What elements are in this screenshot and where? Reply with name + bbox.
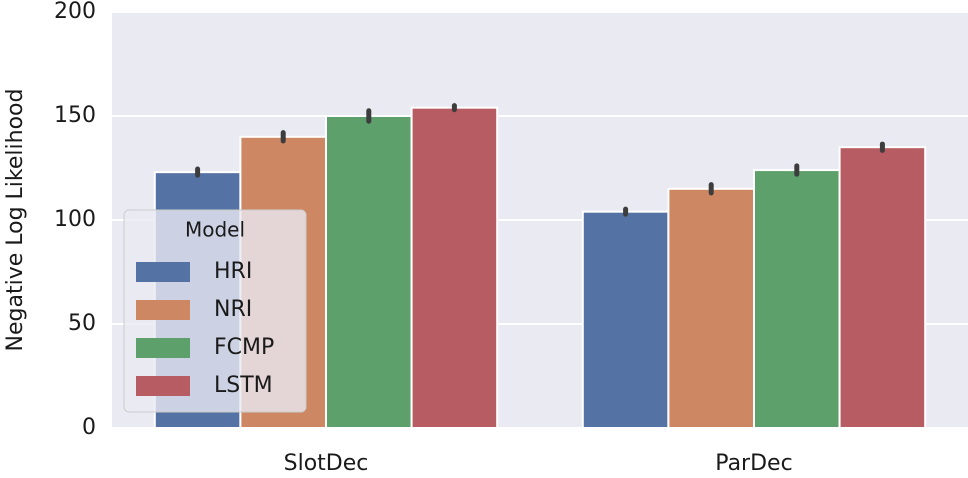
- legend-label: FCMP: [214, 335, 274, 360]
- bar: [838, 146, 927, 429]
- y-tick-label: 50: [68, 311, 96, 336]
- bar: [753, 169, 841, 430]
- legend-label: NRI: [214, 297, 252, 322]
- legend-swatch: [136, 376, 190, 396]
- legend-label: LSTM: [214, 373, 273, 398]
- bar: [581, 210, 670, 429]
- x-tick-label: SlotDec: [284, 451, 369, 476]
- y-tick-label: 150: [54, 103, 96, 128]
- y-tick-label: 100: [54, 207, 96, 232]
- y-tick-label: 200: [54, 0, 96, 24]
- legend-title: Model: [185, 218, 245, 242]
- x-tick-label: ParDec: [715, 451, 792, 476]
- y-tick-label: 0: [82, 415, 96, 440]
- legend-box: [123, 209, 307, 413]
- bar: [410, 106, 499, 430]
- legend-swatch: [136, 338, 190, 358]
- y-axis-label: Negative Log Likelihood: [3, 89, 28, 352]
- bar: [325, 115, 413, 429]
- legend-label: HRI: [214, 259, 252, 284]
- bar: [667, 187, 756, 429]
- legend-swatch: [136, 300, 190, 320]
- legend-swatch: [136, 262, 190, 282]
